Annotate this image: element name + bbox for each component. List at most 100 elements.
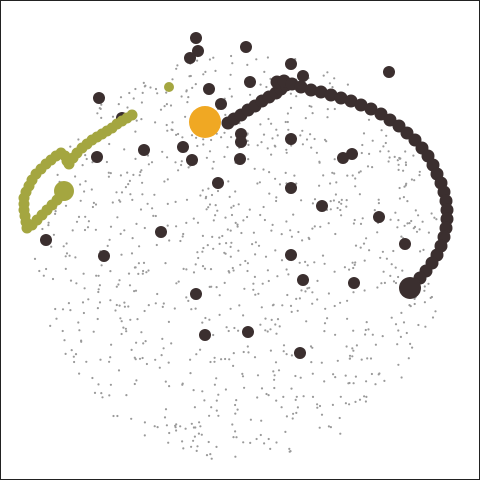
food-particle [189,372,192,375]
food-particle [234,403,237,407]
food-particle [140,169,143,172]
food-particle [132,173,135,176]
food-particle [296,406,299,409]
orb [285,58,297,70]
food-particle [353,263,356,266]
food-particle [348,354,352,357]
food-particle [224,357,227,361]
food-particle [232,352,235,355]
food-particle [142,269,145,273]
food-particle [259,433,262,437]
food-particle [211,167,214,170]
food-particle [331,86,334,89]
food-particle [316,298,319,301]
food-particle [74,256,77,259]
food-particle [97,288,100,291]
food-particle [179,425,182,428]
food-particle [313,198,317,201]
large-food-orb[interactable] [189,106,221,138]
food-particle [401,269,404,272]
orb [40,234,52,246]
food-particle [270,153,273,156]
food-particle [210,457,213,460]
food-particle [214,204,217,207]
food-particle [61,329,64,333]
food-particle [166,202,169,205]
food-particle [287,128,290,131]
food-particle [346,299,349,302]
orb [240,41,252,53]
food-particle [127,183,130,186]
food-particle [96,307,99,310]
food-particle [196,221,200,224]
food-particle [137,262,140,265]
food-particle [138,357,142,360]
food-particle [269,447,272,450]
food-particle [276,134,279,137]
food-particle [150,161,154,164]
food-particle [290,235,293,238]
food-particle [227,329,230,333]
food-particle [97,290,100,294]
orb [285,133,297,145]
food-particle [359,222,363,225]
food-particle [309,345,313,348]
food-particle [181,440,184,443]
food-particle [129,318,132,321]
food-particle [380,129,383,132]
food-particle [169,104,173,107]
food-particle [107,171,110,174]
food-particle [234,455,237,458]
food-particle [269,349,272,352]
orb [285,249,297,261]
food-particle [166,156,169,159]
player-snake-segment [354,98,368,112]
food-particle [367,118,371,121]
food-particle [161,305,164,308]
food-particle [214,214,217,217]
food-particle [339,208,342,212]
food-particle [352,382,355,385]
orb [212,177,224,189]
food-particle [210,285,213,288]
food-particle [99,358,102,361]
food-particle [235,399,238,402]
food-particle [65,242,68,245]
food-particle [345,205,348,208]
food-particle [363,259,366,262]
food-particle [208,203,212,206]
food-particle [201,234,204,237]
food-particle [377,202,380,205]
food-particle [284,430,287,433]
food-particle [351,174,354,177]
food-particle [91,205,94,209]
food-particle [376,286,379,289]
food-particle [365,321,368,324]
food-particle [387,160,390,163]
food-particle [124,327,127,330]
food-particle [289,304,293,307]
food-particle [258,181,261,184]
food-particle [313,261,316,264]
food-particle [396,159,399,162]
food-particle [233,326,236,330]
food-particle [83,228,87,232]
food-particle [285,151,288,154]
food-particle [138,245,141,248]
food-particle [186,101,189,104]
food-particle [196,445,199,448]
food-particle [191,86,194,89]
food-particle [133,382,136,386]
food-particle [266,269,269,272]
food-particle [280,406,283,409]
food-particle [347,382,350,385]
food-particle [241,375,245,378]
food-particle [201,321,204,324]
food-particle [120,332,123,336]
food-particle [194,307,197,310]
food-particle [278,325,281,328]
orb [186,154,198,166]
food-particle [311,202,314,205]
